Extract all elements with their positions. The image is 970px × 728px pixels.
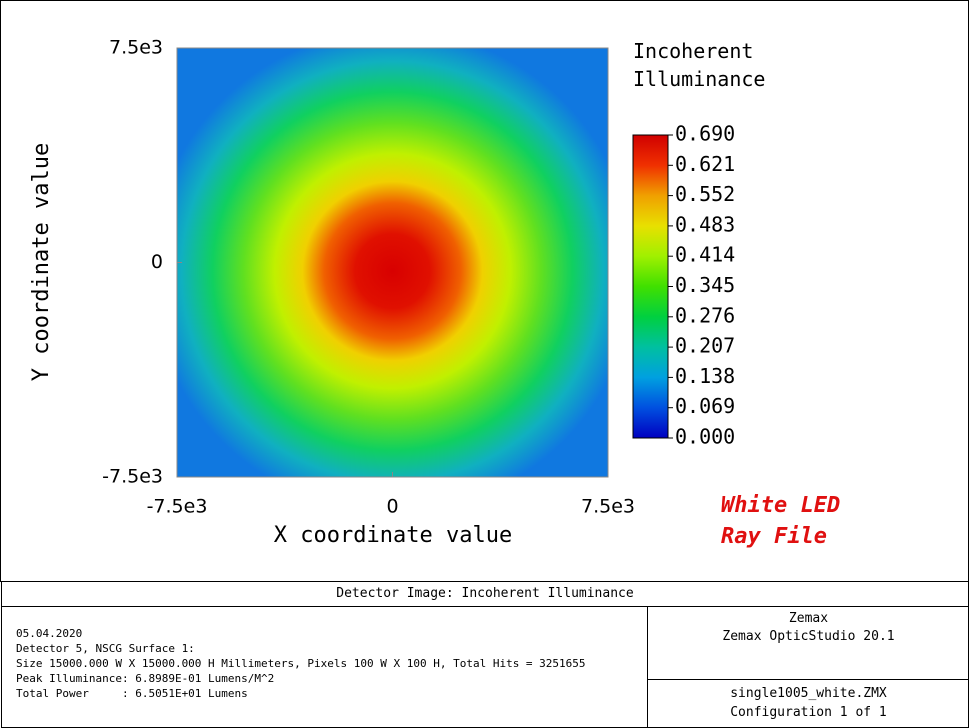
colorbar-tick-label: 0.276 bbox=[675, 303, 735, 327]
colorbar-tick-label: 0.621 bbox=[675, 152, 735, 176]
x-tick-label: 0 bbox=[386, 496, 398, 518]
software: Zemax OpticStudio 20.1 bbox=[722, 629, 895, 644]
info-line: Detector 5, NSCG Surface 1: bbox=[16, 642, 195, 655]
colorbar-title: Incoherent Illuminance bbox=[633, 39, 766, 91]
info-line: Peak Illuminance: 6.8989E-01 Lumens/M^2 bbox=[16, 672, 275, 685]
footer-title: Detector Image: Incoherent Illuminance bbox=[2, 582, 968, 607]
heatmap bbox=[176, 47, 609, 478]
colorbar-tick-label: 0.690 bbox=[675, 122, 735, 146]
company: Zemax bbox=[788, 611, 829, 626]
colorbar-tick-label: 0.483 bbox=[675, 212, 735, 236]
x-tick-label: -7.5e3 bbox=[147, 496, 208, 518]
x-tick-label: 7.5e3 bbox=[581, 496, 635, 518]
colorbar-tick-label: 0.069 bbox=[675, 394, 735, 418]
info-block: 05.04.2020 Detector 5, NSCG Surface 1: Siz… bbox=[16, 626, 586, 701]
y-tick-label: -7.5e3 bbox=[102, 466, 163, 488]
configuration: Configuration 1 of 1 bbox=[730, 705, 887, 720]
footer: Detector Image: Incoherent Illuminance 0… bbox=[1, 581, 969, 728]
colorbar-tick-label: 0.552 bbox=[675, 182, 735, 206]
info-line: 05.04.2020 bbox=[16, 627, 83, 640]
company-cell: Zemax Zemax OpticStudio 20.1 bbox=[647, 606, 969, 680]
info-line: Total Power : 6.5051E+01 Lumens bbox=[16, 687, 248, 700]
colorbar-tick-label: 0.207 bbox=[675, 334, 735, 358]
colorbar-tick-label: 0.414 bbox=[675, 243, 735, 267]
y-tick-label: 7.5e3 bbox=[109, 37, 163, 59]
y-tick-label: 0 bbox=[151, 251, 163, 273]
chart: X coordinate value Y coordinate value Wh… bbox=[0, 0, 969, 582]
file-cell: single1005_white.ZMX Configuration 1 of … bbox=[647, 680, 969, 728]
y-axis-label: Y coordinate value bbox=[29, 143, 54, 381]
x-axis-label: X coordinate value bbox=[274, 523, 512, 548]
colorbar-tick-label: 0.138 bbox=[675, 364, 735, 388]
colorbar bbox=[632, 134, 669, 439]
info-line: Size 15000.000 W X 15000.000 H Millimete… bbox=[16, 657, 586, 670]
colorbar-tick-label: 0.345 bbox=[675, 273, 735, 297]
file: single1005_white.ZMX bbox=[730, 686, 887, 701]
colorbar-tick-label: 0.000 bbox=[675, 425, 735, 449]
annotation: White LED bbox=[721, 493, 840, 518]
annotation: Ray File bbox=[721, 524, 827, 549]
